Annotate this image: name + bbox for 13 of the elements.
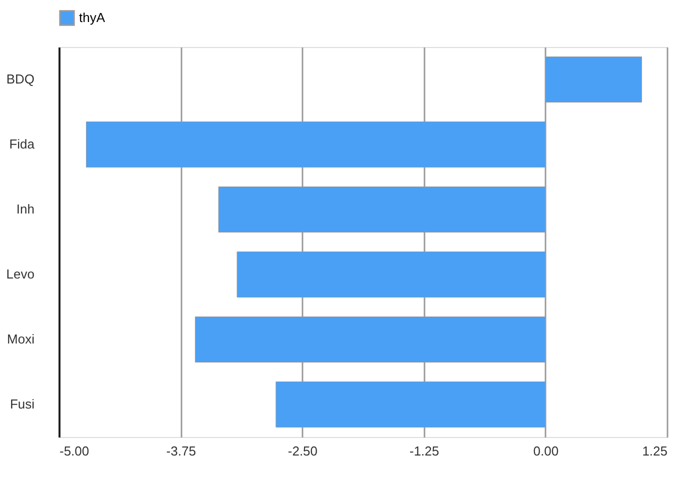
y-tick-label: Fusi: [10, 396, 35, 412]
y-tick-label: Moxi: [7, 332, 35, 346]
y-tick-label: Levo: [6, 266, 34, 282]
x-tick-label: 0.00: [533, 444, 559, 458]
x-tick-label: -1.25: [409, 444, 440, 458]
legend-label: thyA: [79, 10, 106, 25]
y-tick-label: BDQ: [6, 72, 34, 86]
y-tick-label: Fida: [9, 136, 36, 152]
y-tick-label: Inh: [16, 202, 34, 216]
x-tick-label: -2.50: [288, 444, 318, 458]
x-tick-label: -5.00: [60, 444, 90, 458]
x-tick-label: -3.75: [166, 444, 196, 458]
x-tick-label: 1.25: [642, 444, 668, 458]
